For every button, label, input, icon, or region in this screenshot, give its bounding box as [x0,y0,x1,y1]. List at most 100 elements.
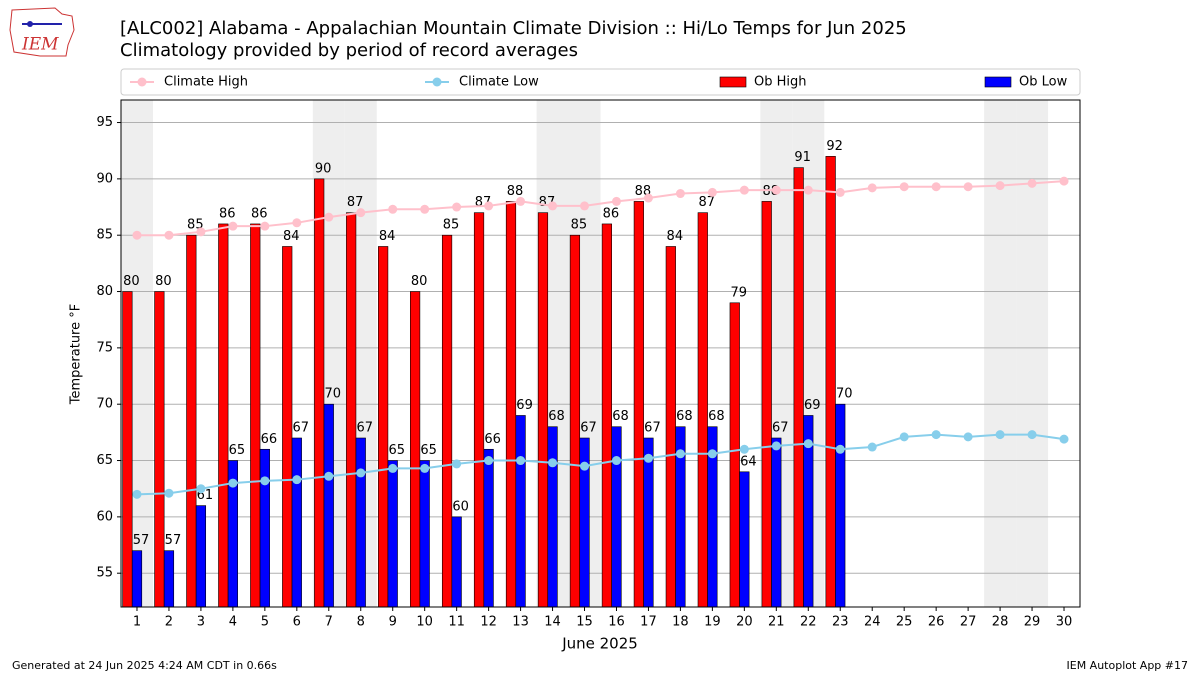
line-point [260,221,270,231]
data-label: 87 [347,195,364,210]
line-point [548,458,558,468]
x-tick-label: 7 [325,615,333,630]
legend-marker [432,77,442,87]
x-tick-label: 28 [992,615,1009,630]
line-point [356,468,366,478]
x-tick-label: 13 [512,615,529,630]
x-tick-label: 18 [672,615,689,630]
x-tick-label: 14 [544,615,561,630]
data-label: 88 [507,184,524,199]
bar [323,403,334,608]
bar [387,460,398,608]
line-point [580,201,590,211]
data-label: 80 [411,274,428,289]
data-label: 84 [379,229,396,244]
chart-subtitle: Climatology provided by period of record… [120,40,578,61]
y-tick-label: 95 [96,115,113,130]
legend-label: Climate Low [459,75,539,90]
logo-text: IEM [21,35,59,55]
y-tick-label: 75 [96,340,113,355]
line-point [1027,178,1037,188]
data-label: 66 [484,432,501,447]
data-label: 80 [155,274,172,289]
bar [378,246,389,608]
x-tick-label: 15 [576,615,593,630]
line-point [611,196,621,206]
line-point [516,456,526,466]
line-point [1059,176,1069,186]
line-point [420,463,430,473]
data-label: 68 [548,409,565,424]
line-point [931,182,941,192]
bar [419,460,430,608]
line-point [324,212,334,222]
x-tick-label: 12 [480,615,497,630]
data-label: 68 [708,409,725,424]
line-point [324,471,334,481]
data-label: 67 [772,421,789,436]
data-label: 86 [251,206,268,221]
line-point [867,442,877,452]
line-point [132,230,142,240]
x-tick-label: 1 [133,615,141,630]
line-point [739,444,749,454]
line-point [675,189,685,199]
line-point [739,185,749,195]
x-tick-label: 4 [229,615,237,630]
line-point [1059,434,1069,444]
bar [131,550,143,608]
weekend-shade [984,100,1017,607]
line-point [963,182,973,192]
line-point [196,484,206,494]
data-label: 86 [219,206,236,221]
data-label: 91 [794,150,811,165]
bar [451,516,462,608]
line-point [452,202,462,212]
bar [346,212,357,608]
line-point [611,456,621,466]
bar [483,448,494,608]
bar [186,234,197,608]
bar [665,246,676,608]
data-label: 85 [443,218,460,233]
line-point [707,187,717,197]
plot-frame [120,99,1081,608]
footer-right: IEM Autoplot App #17 [1067,659,1189,672]
legend-label: Ob Low [1019,75,1068,90]
line-point [771,185,781,195]
data-label: 64 [740,454,757,469]
data-label: 65 [229,443,246,458]
bar [515,415,526,608]
bar [250,223,261,608]
bar [218,223,229,608]
line-point [260,476,270,486]
data-label: 65 [420,443,437,458]
line-point [995,430,1005,440]
bar [259,448,270,608]
line-point [164,230,174,240]
y-axis-label: Temperature °F [69,304,84,405]
line-point [356,208,366,218]
data-label: 86 [603,206,620,221]
line-point [867,183,877,193]
x-tick-label: 25 [896,615,913,630]
data-label: 70 [325,387,342,402]
line-point [420,204,430,214]
line [136,433,1065,496]
x-tick-label: 17 [640,615,657,630]
line-point [995,181,1005,191]
legend-marker [137,77,147,87]
y-tick-label: 65 [96,453,113,468]
bar [793,167,804,608]
x-tick-label: 22 [800,615,817,630]
legend-patch [719,76,747,88]
bar [441,234,453,608]
line-point [132,489,142,499]
x-tick-label: 6 [293,615,301,630]
data-label: 67 [644,421,661,436]
line-point [580,461,590,471]
line-point [931,430,941,440]
bar [122,291,133,608]
line-point [963,432,973,442]
line-point [771,441,781,451]
